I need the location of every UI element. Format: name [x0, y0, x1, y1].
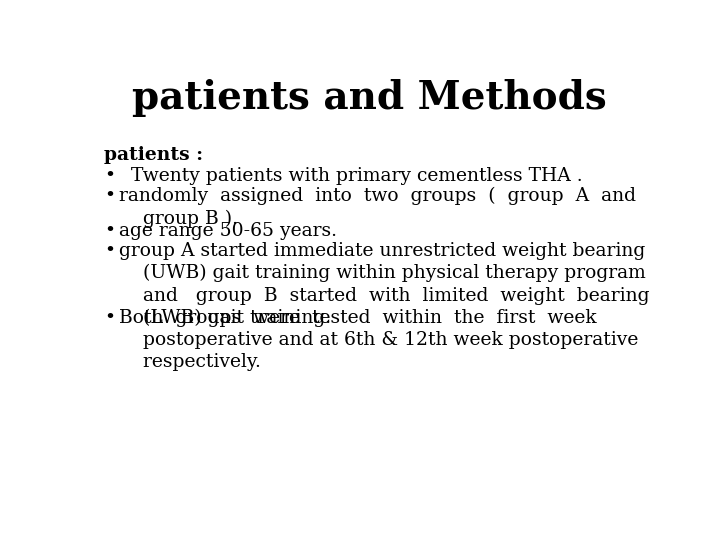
Text: •: •: [104, 187, 115, 205]
Text: •: •: [104, 222, 115, 240]
Text: Twenty patients with primary cementless THA .: Twenty patients with primary cementless …: [120, 167, 583, 185]
Text: Both  groups  were  tested  within  the  first  week
    postoperative and at 6t: Both groups were tested within the first…: [120, 309, 639, 372]
Text: patients and Methods: patients and Methods: [132, 79, 606, 117]
Text: patients :: patients :: [104, 146, 203, 164]
Text: •: •: [104, 167, 115, 185]
Text: group A started immediate unrestricted weight bearing
    (UWB) gait training wi: group A started immediate unrestricted w…: [120, 242, 650, 327]
Text: •: •: [104, 242, 115, 260]
Text: age range 50-65 years.: age range 50-65 years.: [120, 222, 338, 240]
Text: randomly  assigned  into  two  groups  (  group  A  and
    group B ).: randomly assigned into two groups ( grou…: [120, 187, 636, 228]
Text: •: •: [104, 309, 115, 327]
